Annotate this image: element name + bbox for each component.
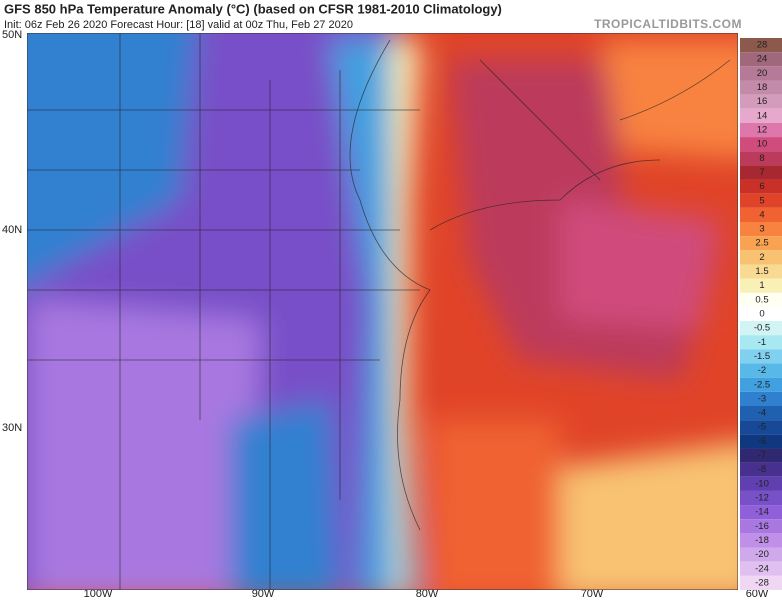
colorbar-swatch <box>740 222 782 237</box>
colorbar-label: -8 <box>758 464 766 475</box>
colorbar-label: -28 <box>755 577 769 588</box>
colorbar-label: 2 <box>759 252 764 263</box>
colorbar-swatch <box>740 250 782 265</box>
anomaly-field <box>27 33 738 590</box>
colorbar-swatch <box>740 349 782 364</box>
colorbar-label: 5 <box>759 195 764 206</box>
colorbar-swatch <box>740 575 782 590</box>
graticule-labels: 50N 40N 30N 100W 90W 80W 70W 60W <box>2 29 769 600</box>
colorbar-swatch <box>740 306 782 322</box>
title: GFS 850 hPa Temperature Anomaly (°C) (ba… <box>4 1 502 16</box>
lon-label: 80W <box>416 588 439 600</box>
colorbar-swatch <box>740 264 782 279</box>
colorbar-swatch <box>740 137 782 152</box>
colorbar-swatch <box>740 391 782 406</box>
colorbar-label: -12 <box>755 493 769 504</box>
colorbar-label: -10 <box>755 478 769 489</box>
colorbar-swatch <box>740 122 782 138</box>
colorbar-swatch <box>740 108 782 123</box>
colorbar-swatch <box>740 236 782 251</box>
colorbar-swatch <box>740 519 782 534</box>
colorbar-label: 12 <box>757 125 768 136</box>
colorbar-label: -4 <box>758 408 766 419</box>
colorbar-label: 20 <box>757 68 768 79</box>
colorbar-label: -18 <box>755 535 769 546</box>
colorbar-swatch <box>740 406 782 421</box>
colorbar-swatch <box>740 80 782 95</box>
colorbar-label: -7 <box>758 450 766 461</box>
colorbar-swatch <box>740 420 782 435</box>
lat-label: 40N <box>2 224 22 236</box>
map <box>27 33 738 590</box>
colorbar-swatch <box>740 377 782 392</box>
borders <box>27 33 731 590</box>
colorbar-label: 1 <box>759 280 764 291</box>
colorbar-label: -0.5 <box>754 323 770 334</box>
colorbar-swatch <box>740 278 782 293</box>
colorbar-swatch <box>740 505 782 520</box>
colorbar-label: -20 <box>755 549 769 560</box>
colorbar-swatch <box>740 292 782 307</box>
colorbar-swatch <box>740 151 782 166</box>
lon-label: 70W <box>581 588 604 600</box>
colorbar-label: 4 <box>759 209 764 220</box>
colorbar-label: -24 <box>755 563 769 574</box>
colorbar-swatch <box>740 321 782 336</box>
colorbar-label: -1 <box>758 337 766 348</box>
lat-label: 50N <box>2 29 22 41</box>
colorbar-label: 24 <box>757 54 768 65</box>
colorbar-label: 16 <box>757 96 768 107</box>
colorbar-swatch <box>740 462 782 477</box>
colorbar-swatch <box>740 66 782 81</box>
colorbar-label: -6 <box>758 436 766 447</box>
colorbar-label: -3 <box>758 393 766 404</box>
colorbar-swatch <box>740 434 782 449</box>
colorbar-label: -1.5 <box>754 351 770 362</box>
lon-label: 60W <box>746 588 769 600</box>
colorbar-swatch <box>740 193 782 208</box>
lat-label: 30N <box>2 422 22 434</box>
colorbar-swatch <box>740 179 782 194</box>
colorbar-label: -2 <box>758 365 766 376</box>
colorbar-swatch <box>740 335 782 350</box>
colorbar: 28 24 20 18 16 14 12 10 8 7 6 5 4 3 2.5 2 1.5 1 0.5 0 -0.5 -1… <box>740 38 782 590</box>
colorbar-swatch <box>740 547 782 562</box>
colorbar-label: 7 <box>759 167 764 178</box>
site-name: TROPICALTIDBITS.COM <box>594 17 742 31</box>
colorbar-swatch <box>740 476 782 491</box>
colorbar-swatch <box>740 561 782 576</box>
lon-label: 90W <box>252 588 275 600</box>
colorbar-label: 28 <box>757 40 768 51</box>
colorbar-label: 0 <box>759 309 764 320</box>
colorbar-swatch <box>740 165 782 180</box>
colorbar-swatch <box>740 533 782 548</box>
colorbar-label: 6 <box>759 181 764 192</box>
colorbar-swatch <box>740 448 782 463</box>
colorbar-label: 1.5 <box>755 266 768 277</box>
colorbar-label: -14 <box>755 507 769 518</box>
colorbar-label: -16 <box>755 521 769 532</box>
lon-label: 100W <box>84 588 113 600</box>
colorbar-label: -2.5 <box>754 379 770 390</box>
colorbar-swatch <box>740 38 782 53</box>
init-line: Init: 06z Feb 26 2020 Forecast Hour: [18… <box>4 19 353 31</box>
colorbar-label: 18 <box>757 82 768 93</box>
colorbar-label: 8 <box>759 153 764 164</box>
colorbar-label: 10 <box>757 139 768 150</box>
colorbar-label: 14 <box>757 110 768 121</box>
colorbar-swatch <box>740 52 782 67</box>
colorbar-label: 0.5 <box>755 294 768 305</box>
colorbar-swatch <box>740 490 782 506</box>
colorbar-label: -5 <box>758 422 766 433</box>
colorbar-label: 3 <box>759 224 764 235</box>
colorbar-swatch <box>740 94 782 109</box>
colorbar-swatch <box>740 207 782 222</box>
colorbar-swatch <box>740 363 782 378</box>
colorbar-label: 2.5 <box>755 238 768 249</box>
